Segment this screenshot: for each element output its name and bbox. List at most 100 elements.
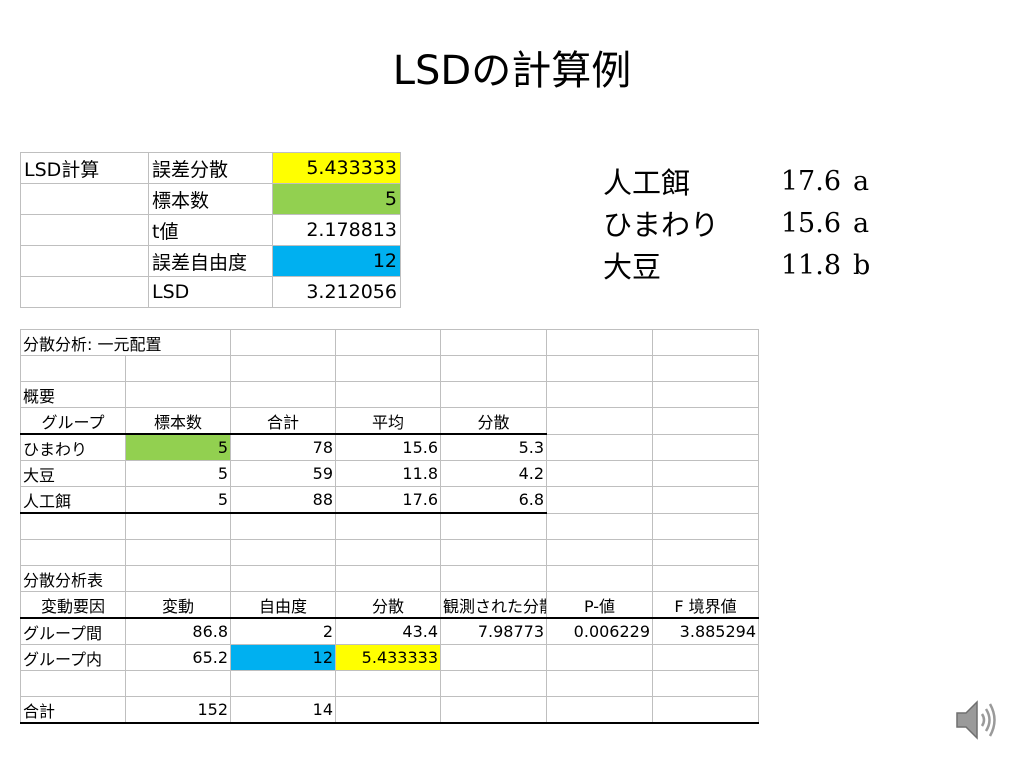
empty-cell [546, 329, 654, 356]
result-group: a [853, 165, 870, 197]
anova-header: P-値 [546, 591, 654, 619]
lsd-row-name: 誤差自由度 [148, 245, 273, 277]
empty-cell [440, 329, 548, 356]
anova-cell: 7.98773 [440, 617, 548, 645]
empty-cell [440, 381, 548, 408]
anova-cell: 0.006229 [546, 617, 654, 645]
empty-cell [335, 355, 442, 382]
result-row: 大豆 11.8 b [603, 244, 870, 286]
empty-cell [546, 460, 654, 487]
result-group: a [853, 207, 870, 239]
empty-cell [652, 670, 760, 697]
empty-cell [335, 512, 442, 540]
empty-cell [20, 183, 149, 215]
anova-cell: 12 [230, 644, 337, 671]
empty-cell [546, 670, 654, 697]
empty-cell [230, 512, 337, 540]
anova-header: 自由度 [230, 591, 337, 619]
empty-cell [20, 355, 126, 382]
empty-cell [546, 565, 654, 592]
summary-label: 概要 [20, 381, 126, 408]
table-row [20, 539, 760, 566]
lsd-row-value: 2.178813 [272, 214, 401, 246]
empty-cell [652, 539, 760, 566]
summary-cell: 78 [230, 433, 337, 461]
empty-cell [440, 539, 548, 566]
table-row [20, 670, 760, 697]
lsd-table-label: LSD計算 [20, 152, 149, 184]
empty-cell [546, 512, 654, 540]
empty-cell [335, 329, 442, 356]
anova-cell [440, 644, 548, 671]
anova-header: F 境界値 [652, 591, 760, 619]
lsd-row-value: 5 [272, 183, 401, 215]
anova-cell: 86.8 [124, 617, 232, 645]
empty-cell [652, 355, 760, 382]
lsd-row-name: 標本数 [148, 183, 273, 215]
lsd-row-value: 12 [272, 245, 401, 277]
summary-cell: 5 [124, 433, 232, 461]
empty-cell [124, 565, 232, 592]
summary-cell: 大豆 [20, 460, 126, 487]
summary-header: 合計 [230, 407, 337, 435]
empty-cell [440, 565, 548, 592]
empty-cell [20, 245, 149, 277]
table-row: 分散分析表 [20, 565, 760, 592]
speaker-icon[interactable] [955, 696, 999, 744]
empty-cell [652, 433, 760, 461]
empty-cell [546, 539, 654, 566]
empty-cell [335, 381, 442, 408]
summary-header: 標本数 [124, 407, 232, 435]
table-row: グループ間 86.8 2 43.4 7.98773 0.006229 3.885… [20, 617, 760, 645]
empty-cell [546, 486, 654, 514]
empty-cell [652, 381, 760, 408]
table-row: 概要 [20, 381, 760, 408]
lsd-row-name: 誤差分散 [148, 152, 273, 184]
empty-cell [546, 355, 654, 382]
result-name: 大豆 [603, 250, 662, 284]
empty-cell [652, 460, 760, 487]
anova-header: 変動 [124, 591, 232, 619]
empty-cell [652, 696, 760, 724]
anova-output-table: 分散分析: 一元配置 概要 グループ 標本数 合計 平均 分散 ひまわり 5 7… [19, 329, 760, 724]
summary-cell: 5 [124, 486, 232, 514]
anova-cell [652, 644, 760, 671]
empty-cell [124, 539, 232, 566]
empty-cell [230, 539, 337, 566]
anova-cell [546, 644, 654, 671]
empty-cell [20, 670, 126, 697]
table-row: 大豆 5 59 11.8 4.2 [20, 460, 760, 487]
table-row: グループ 標本数 合計 平均 分散 [20, 407, 760, 435]
empty-cell [124, 512, 232, 540]
summary-cell: 人工餌 [20, 486, 126, 514]
anova-cell: 5.433333 [335, 644, 442, 671]
summary-cell: 59 [230, 460, 337, 487]
table-row [20, 512, 760, 540]
result-group: b [853, 249, 871, 281]
anova-table-label: 分散分析表 [20, 565, 126, 592]
anova-cell: 43.4 [335, 617, 442, 645]
summary-cell: 17.6 [335, 486, 442, 514]
empty-cell [546, 433, 654, 461]
empty-cell [20, 214, 149, 246]
summary-header: 平均 [335, 407, 442, 435]
table-row: ひまわり 5 78 15.6 5.3 [20, 433, 760, 461]
empty-cell [124, 381, 232, 408]
empty-cell [230, 670, 337, 697]
summary-cell: 88 [230, 486, 337, 514]
empty-cell [546, 381, 654, 408]
empty-cell [335, 565, 442, 592]
anova-header: 観測された分散比 [440, 591, 548, 619]
empty-cell [230, 329, 337, 356]
anova-cell: 2 [230, 617, 337, 645]
anova-cell: グループ内 [20, 644, 126, 671]
empty-cell [652, 407, 760, 435]
anova-title: 分散分析: 一元配置 [19, 329, 232, 356]
anova-header: 変動要因 [20, 591, 126, 619]
summary-cell: 5 [124, 460, 232, 487]
empty-cell [230, 355, 337, 382]
slide-title: LSDの計算例 [392, 48, 632, 94]
empty-cell [335, 670, 442, 697]
lsd-row-name: t値 [148, 214, 273, 246]
lsd-results-list: 人工餌 17.6 a ひまわり 15.6 a 大豆 11.8 b [603, 160, 870, 286]
